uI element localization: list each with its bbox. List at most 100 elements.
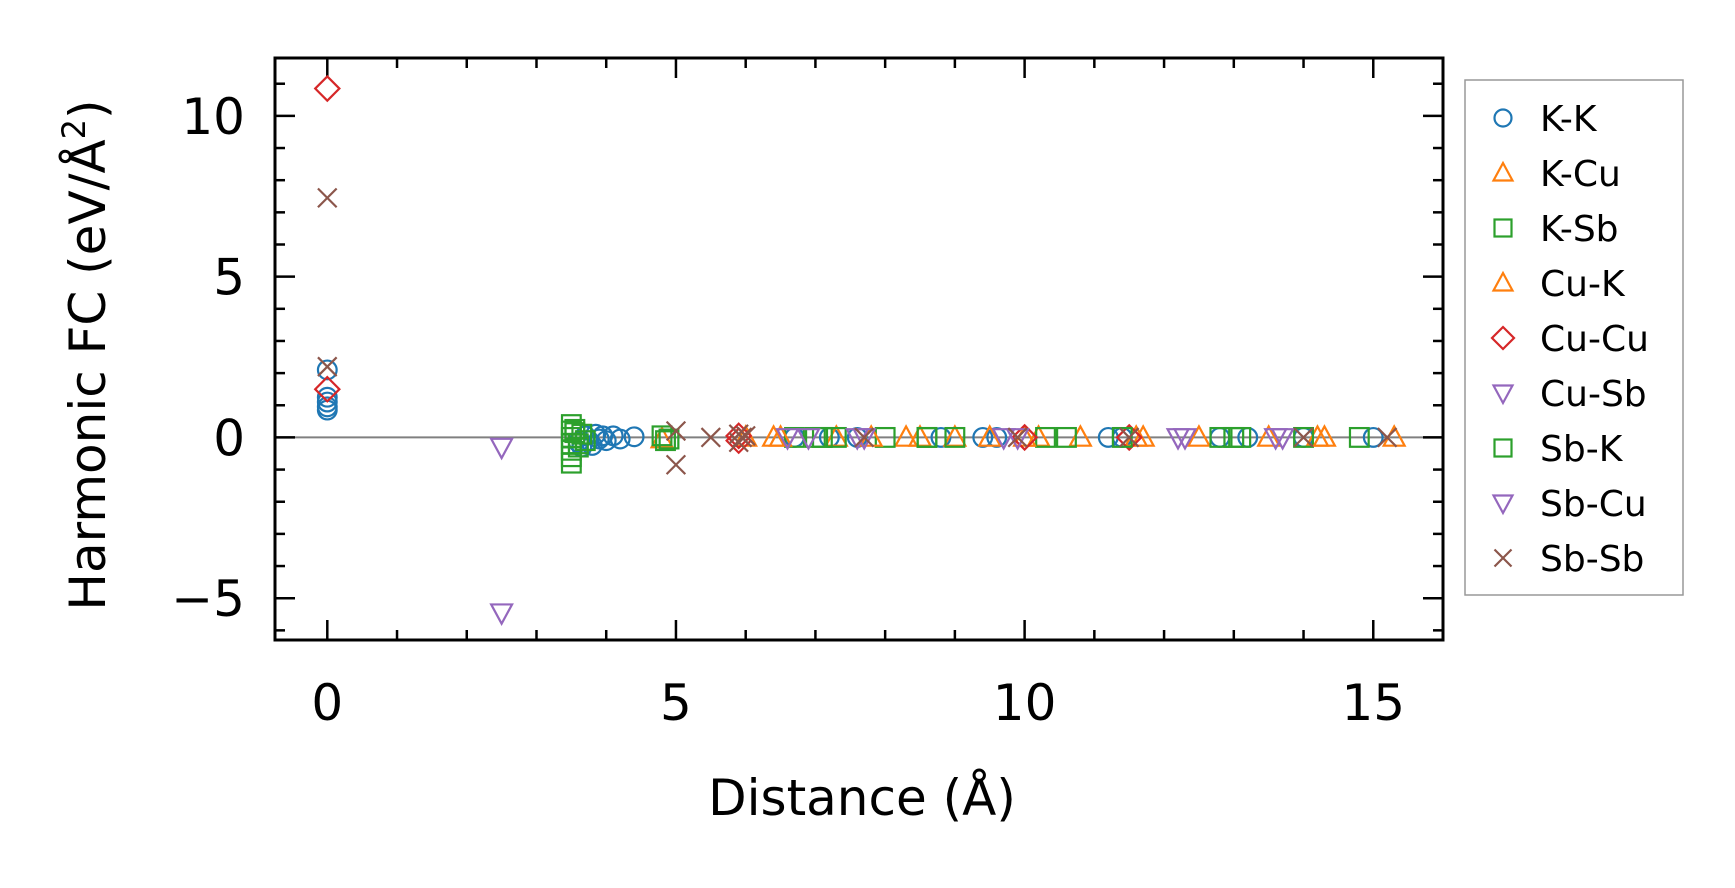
data-point xyxy=(1293,426,1314,448)
y-axis-label: Harmonic FC (eV/Å2) xyxy=(55,99,117,610)
y-tick-label: −5 xyxy=(171,570,245,628)
data-point xyxy=(893,424,919,447)
data-point xyxy=(1186,424,1212,447)
legend-marker xyxy=(1493,548,1513,568)
data-point xyxy=(1068,424,1093,447)
legend-label: Sb-Cu xyxy=(1540,484,1647,525)
data-point xyxy=(316,386,338,408)
x-stroke xyxy=(1377,427,1398,448)
data-point xyxy=(977,424,1003,447)
data-point xyxy=(1293,427,1314,448)
data-point xyxy=(317,187,338,209)
data-point xyxy=(930,426,952,448)
series-sb-cu xyxy=(796,428,1295,451)
x-stroke xyxy=(1007,427,1028,448)
data-point xyxy=(489,603,514,626)
data-point xyxy=(1172,428,1198,451)
x-stroke xyxy=(665,454,687,475)
data-point xyxy=(874,426,896,448)
data-point xyxy=(574,430,596,452)
data-point xyxy=(854,427,875,448)
x-tick-label: 15 xyxy=(1341,674,1405,732)
data-point xyxy=(796,428,821,451)
data-point xyxy=(768,424,793,447)
data-point xyxy=(991,428,1016,451)
data-point xyxy=(489,437,514,461)
data-point xyxy=(825,426,847,448)
legend-marker xyxy=(1491,494,1515,516)
legend-label: Sb-K xyxy=(1540,429,1624,470)
x-stroke xyxy=(317,187,338,209)
data-point xyxy=(735,425,756,446)
data-point xyxy=(1377,427,1398,448)
data-point xyxy=(609,428,631,450)
data-point xyxy=(907,424,933,447)
data-point xyxy=(1007,427,1028,448)
x-tick-label: 10 xyxy=(993,674,1057,732)
y-axis-label-main: Harmonic FC (eV/Å xyxy=(59,139,117,610)
data-point xyxy=(316,391,338,413)
data-point xyxy=(944,426,966,448)
x-stroke xyxy=(1493,548,1513,568)
y-tick-label: 5 xyxy=(213,249,245,307)
data-point xyxy=(732,427,753,448)
x-stroke xyxy=(854,427,875,448)
legend-marker xyxy=(1491,384,1515,406)
x-stroke xyxy=(1293,427,1314,448)
data-point xyxy=(313,375,341,403)
legend-label: Sb-Sb xyxy=(1540,539,1644,580)
legend-marker xyxy=(1491,270,1515,292)
data-point xyxy=(1056,426,1077,448)
x-stroke xyxy=(732,427,753,448)
series-cu-cu xyxy=(313,74,1143,455)
data-point xyxy=(1230,426,1252,448)
series-sb-sb xyxy=(317,187,1398,475)
legend-label: Cu-Cu xyxy=(1540,319,1649,360)
data-point xyxy=(916,426,938,448)
legend-label: Cu-K xyxy=(1540,264,1626,305)
x-stroke xyxy=(1119,427,1140,448)
data-point xyxy=(317,356,338,377)
legend-marker xyxy=(1493,438,1513,458)
data-point xyxy=(1348,426,1370,448)
data-point xyxy=(1312,424,1337,447)
x-tick-label: 5 xyxy=(660,674,692,732)
plot-layer: 0 5 10 15 −5 0 5 10 xyxy=(171,56,1445,732)
data-point xyxy=(1115,423,1143,452)
data-point xyxy=(313,74,341,103)
legend: K-K K-Cu K-Sb Cu-K Cu-Cu Cu-Sb Sb-K Sb-Cu Sb-Sb xyxy=(1464,79,1684,596)
data-point xyxy=(1362,426,1384,448)
data-point xyxy=(1256,424,1281,447)
series-sb-k xyxy=(564,422,1252,458)
series-cu-sb xyxy=(489,428,1288,626)
data-point xyxy=(316,359,338,381)
data-point xyxy=(655,430,676,452)
x-stroke xyxy=(700,427,721,448)
data-point xyxy=(1209,426,1231,448)
legend-label: Cu-Sb xyxy=(1540,374,1647,415)
data-point xyxy=(1111,426,1133,448)
data-point xyxy=(658,428,680,450)
data-point xyxy=(665,454,687,475)
x-stroke xyxy=(665,420,687,442)
y-tick-label: 0 xyxy=(213,409,245,467)
y-tick-label: 10 xyxy=(181,88,245,146)
y-axis-label-tail: ) xyxy=(59,99,117,119)
data-point xyxy=(1119,427,1140,448)
data-point xyxy=(564,422,586,444)
series-k-k xyxy=(316,359,1384,458)
data-point xyxy=(700,427,721,448)
data-point xyxy=(571,423,593,445)
legend-marker xyxy=(1490,325,1516,351)
data-point xyxy=(851,428,877,451)
legend-label: K-K xyxy=(1540,99,1598,140)
data-point xyxy=(1270,428,1295,451)
data-point xyxy=(811,426,833,448)
legend-label: K-Cu xyxy=(1540,154,1621,195)
y-axis-label-superscript: 2 xyxy=(55,119,93,139)
legend-marker xyxy=(1493,108,1513,128)
plot-frame xyxy=(273,56,1445,642)
legend-marker xyxy=(1493,218,1513,238)
